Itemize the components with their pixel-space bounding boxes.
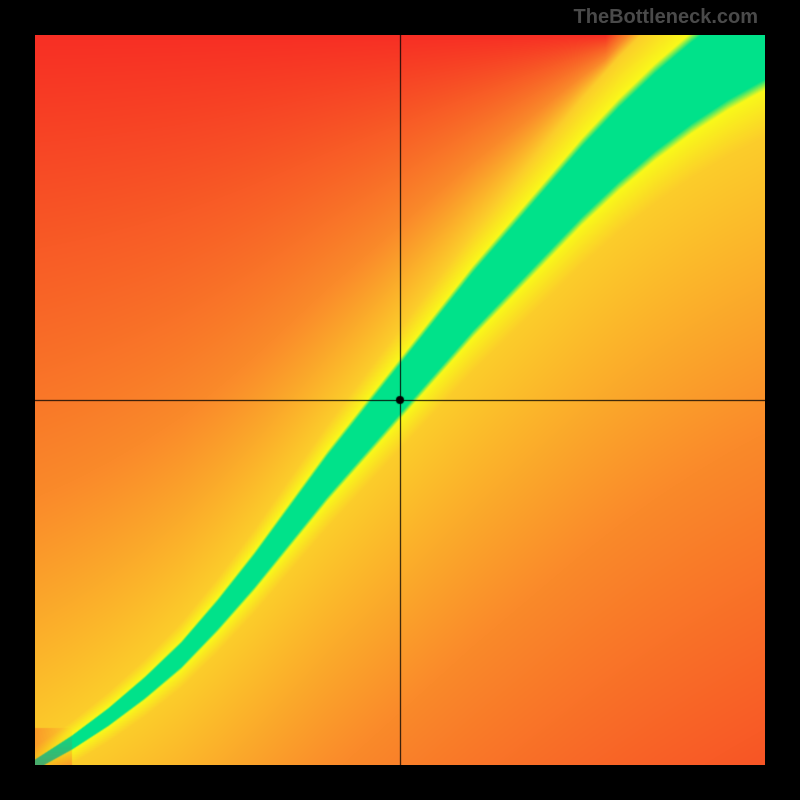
watermark-text: TheBottleneck.com	[574, 6, 758, 29]
bottleneck-heatmap	[35, 35, 765, 765]
heatmap-canvas	[35, 35, 765, 765]
